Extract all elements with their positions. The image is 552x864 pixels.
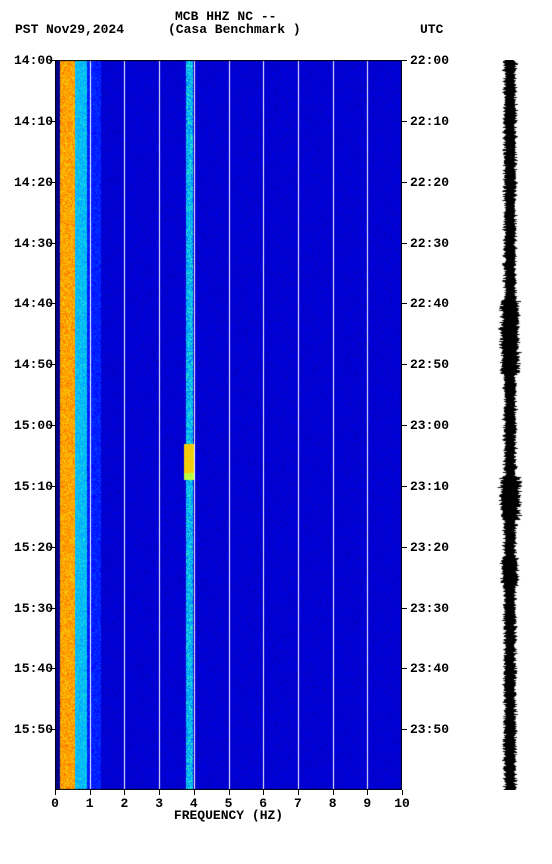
y-right-tick-label: 23:50 [410,722,460,737]
y-right-tick [402,243,407,244]
y-right-tick-label: 22:00 [410,53,460,68]
y-left-tick [50,243,55,244]
spectrogram-canvas [55,60,402,790]
y-right-tick [402,303,407,304]
x-tick [55,790,56,795]
y-right-tick [402,608,407,609]
header: PST Nov29,2024 MCB HHZ NC -- (Casa Bench… [0,4,552,44]
y-left-tick-label: 14:50 [3,357,53,372]
y-right-tick [402,547,407,548]
x-tick [194,790,195,795]
y-right-tick [402,364,407,365]
y-left-tick [50,668,55,669]
left-tz-label: PST [15,22,38,37]
y-right-tick-label: 22:50 [410,357,460,372]
x-axis-title: FREQUENCY (HZ) [129,808,329,823]
right-tz-label: UTC [420,22,443,37]
y-left-tick-label: 14:20 [3,175,53,190]
x-tick [333,790,334,795]
y-left-tick-label: 15:10 [3,479,53,494]
y-left-tick-label: 14:00 [3,53,53,68]
x-tick [90,790,91,795]
y-left-tick-label: 15:00 [3,418,53,433]
y-right-tick-label: 22:30 [410,236,460,251]
y-right-tick-label: 23:10 [410,479,460,494]
x-tick [367,790,368,795]
waveform-canvas [485,60,535,790]
y-left-tick [50,486,55,487]
y-right-tick [402,121,407,122]
y-left-tick-label: 14:30 [3,236,53,251]
x-tick [159,790,160,795]
x-tick-label: 1 [80,796,100,811]
y-left-tick [50,364,55,365]
x-tick [229,790,230,795]
x-tick-label: 10 [392,796,412,811]
y-left-tick [50,547,55,548]
y-right-tick [402,486,407,487]
y-right-tick [402,60,407,61]
x-tick [402,790,403,795]
spectrogram-plot [55,60,402,790]
y-left-tick-label: 14:40 [3,296,53,311]
x-tick-label: 0 [45,796,65,811]
y-left-tick-label: 14:10 [3,114,53,129]
y-right-tick-label: 22:10 [410,114,460,129]
x-tick [263,790,264,795]
y-right-tick-label: 23:00 [410,418,460,433]
x-tick-label: 9 [357,796,377,811]
y-left-tick [50,182,55,183]
y-left-tick [50,729,55,730]
y-right-tick-label: 22:20 [410,175,460,190]
y-right-tick [402,668,407,669]
y-left-tick-label: 15:50 [3,722,53,737]
station-title-2: (Casa Benchmark ) [168,22,301,37]
y-right-tick-label: 22:40 [410,296,460,311]
x-tick [298,790,299,795]
y-right-tick [402,182,407,183]
y-right-tick [402,425,407,426]
y-left-tick [50,121,55,122]
y-left-tick [50,608,55,609]
y-right-tick-label: 23:20 [410,540,460,555]
y-right-tick [402,729,407,730]
y-right-tick-label: 23:40 [410,661,460,676]
y-right-tick-label: 23:30 [410,601,460,616]
y-left-tick-label: 15:20 [3,540,53,555]
x-tick [124,790,125,795]
y-left-tick-label: 15:40 [3,661,53,676]
date-label: Nov29,2024 [46,22,124,37]
waveform-plot [485,60,535,790]
y-left-tick [50,425,55,426]
y-left-tick [50,303,55,304]
y-left-tick [50,60,55,61]
y-left-tick-label: 15:30 [3,601,53,616]
